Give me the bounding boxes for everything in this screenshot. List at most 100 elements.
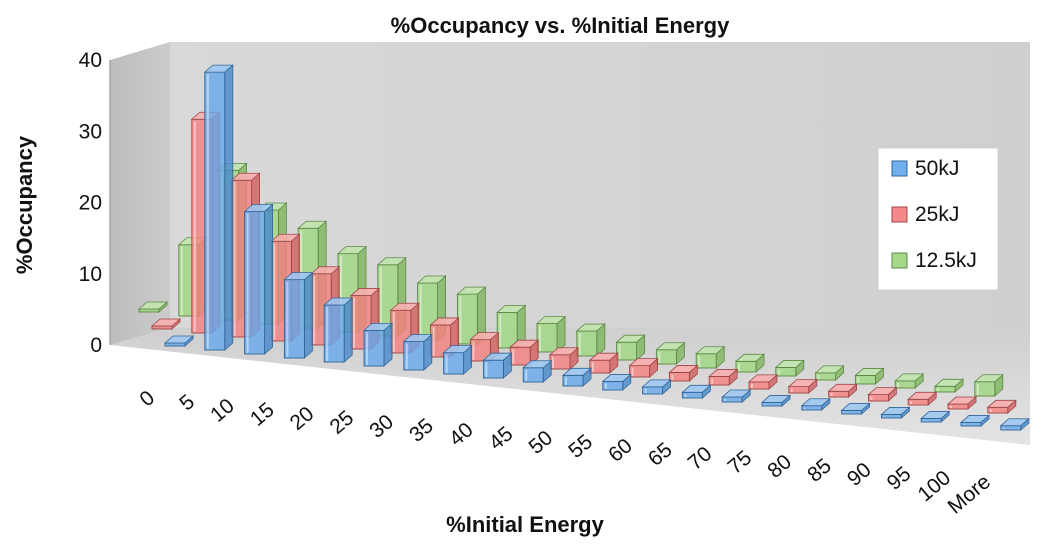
bar — [760, 394, 792, 407]
y-tick-label: 20 — [79, 192, 102, 215]
bar — [894, 372, 925, 389]
bar-top — [323, 297, 354, 306]
x-tick-label: 85 — [803, 454, 836, 487]
bar-top — [933, 378, 965, 387]
x-tick-label: 10 — [206, 394, 239, 427]
bar-top — [800, 398, 831, 407]
bar — [509, 339, 540, 366]
bar-top — [999, 418, 1030, 427]
bar — [787, 378, 818, 394]
bar-top — [496, 304, 527, 313]
legend-swatch — [891, 160, 908, 177]
bar-top — [163, 335, 195, 344]
y-tick-label: 0 — [90, 334, 102, 357]
bar-top — [456, 286, 487, 295]
bar-top — [482, 352, 513, 361]
bar-front — [164, 342, 186, 347]
x-tick-label: 45 — [485, 422, 518, 455]
legend-label: 50kJ — [915, 157, 959, 180]
bar — [880, 406, 911, 419]
bar — [628, 357, 659, 378]
bar — [840, 402, 871, 415]
bar-top — [575, 323, 606, 332]
x-tick-label: 15 — [246, 398, 279, 431]
bar-side — [303, 271, 313, 359]
x-tick-label: 50 — [525, 426, 558, 459]
bar-front — [761, 401, 783, 407]
bar-top — [429, 317, 460, 326]
y-axis-label: %Occupancy — [12, 135, 37, 274]
bar-top — [655, 342, 686, 351]
bar-top — [814, 365, 845, 374]
bar-top — [774, 360, 805, 368]
bar-top — [535, 316, 567, 324]
bar — [708, 368, 739, 386]
x-tick-label: 75 — [724, 446, 757, 479]
bar-top — [203, 64, 234, 73]
bar — [601, 373, 632, 391]
bar — [548, 346, 580, 370]
bar-top — [362, 322, 394, 331]
legend-entry: 50kJ — [891, 157, 959, 180]
bar-top — [840, 403, 871, 411]
bar-top — [230, 172, 261, 181]
bar — [920, 410, 951, 423]
bar-top — [747, 374, 779, 383]
bar — [933, 378, 965, 393]
bar — [655, 341, 686, 365]
x-tick-label: 30 — [365, 410, 398, 443]
bar-top — [150, 318, 182, 327]
bar — [362, 322, 394, 367]
bar — [535, 315, 567, 353]
legend-label: 12.5kJ — [915, 249, 977, 272]
bar — [641, 378, 672, 395]
bar-top — [827, 383, 858, 392]
bar — [456, 286, 487, 345]
bar-top — [973, 374, 1004, 383]
legend: 50kJ 25kJ 12.5kJ — [877, 147, 999, 291]
bar — [867, 386, 898, 402]
legend-swatch — [891, 206, 908, 223]
bar — [203, 64, 234, 351]
x-tick-label: More — [944, 470, 995, 518]
bar-top — [561, 367, 593, 376]
bar — [163, 335, 195, 347]
bar-top — [376, 257, 407, 266]
bar — [774, 359, 805, 377]
bar-top — [734, 353, 766, 362]
bar — [854, 367, 885, 385]
bar-front — [960, 421, 982, 427]
x-tick-label: 35 — [405, 414, 438, 447]
bar — [999, 417, 1030, 431]
bar-top — [721, 389, 752, 398]
x-tick-label: 5 — [175, 390, 199, 415]
bar-side — [343, 297, 353, 363]
bar-front — [151, 325, 173, 330]
bar — [747, 373, 779, 390]
bar — [959, 414, 991, 427]
bar-top — [442, 345, 473, 354]
back-wall — [170, 42, 1030, 328]
bar-front — [841, 409, 863, 415]
bar-top — [297, 220, 328, 229]
bar-top — [416, 275, 447, 284]
bar-top — [920, 411, 951, 419]
bar — [243, 203, 274, 355]
bar-top — [389, 302, 420, 311]
bar-top — [469, 332, 500, 341]
x-tick-label: 60 — [604, 434, 637, 467]
bar — [575, 323, 606, 357]
y-tick-label: 10 — [79, 263, 102, 286]
bar — [150, 318, 182, 330]
bar — [323, 297, 354, 363]
bar — [973, 373, 1004, 397]
chart-title: %Occupancy vs. %Initial Energy — [391, 13, 730, 38]
bar — [522, 359, 553, 383]
x-tick-label: 20 — [286, 402, 319, 435]
bar-top — [283, 272, 314, 281]
bar-top — [137, 301, 169, 310]
x-tick-label: 80 — [763, 450, 796, 483]
x-axis-label: %Initial Energy — [446, 512, 604, 537]
